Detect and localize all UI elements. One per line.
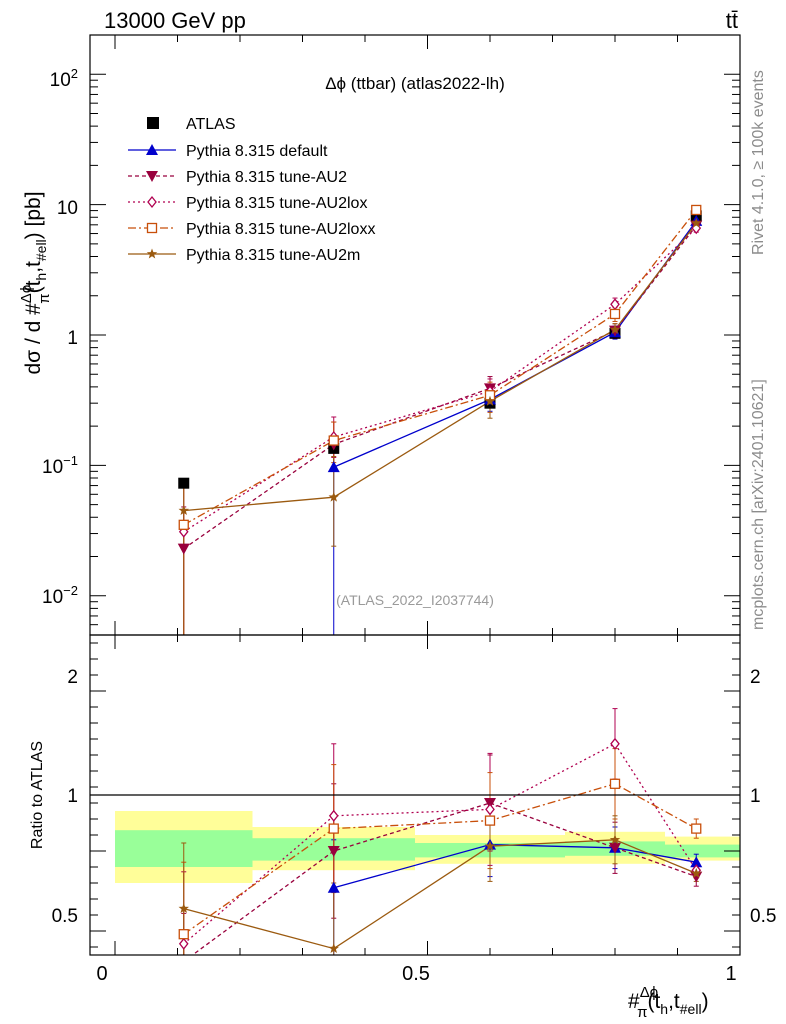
process-label: tt̄: [726, 8, 738, 33]
series-4-ratio-point-4: [691, 867, 702, 878]
series-4-main-point-3: [609, 324, 621, 335]
y-tick-label-1e-2: 10−2: [42, 583, 78, 608]
rivet-version-label: Rivet 4.1.0, ≥ 100k events: [750, 70, 767, 255]
atlas-point-0: [178, 477, 190, 489]
x-tick-label-1: 1: [725, 963, 736, 985]
series-3-ratio-point-0: [178, 929, 189, 940]
series-0-main-line: [333, 220, 697, 468]
series-0-main-point-0: [327, 461, 340, 473]
y-tick-label-1e2: 102: [50, 66, 78, 91]
series-4-ratio-point-1: [328, 943, 339, 954]
legend-label-4: Pythia 8.315 tune-AU2m: [186, 247, 360, 264]
x-tick-label-0: 0: [96, 963, 107, 985]
series-1-ratio-point-1: [327, 846, 340, 857]
legend-marker-3: [146, 222, 158, 234]
plot-title: Δϕ (ttbar) (atlas2022-lh): [325, 74, 505, 93]
analysis-label: (ATLAS_2022_I2037744): [336, 592, 494, 608]
legend-marker-1: [146, 171, 158, 182]
series-2-ratio-line: [183, 742, 697, 945]
series-4-main-point-1: [328, 491, 339, 502]
legend-label-0: Pythia 8.315 default: [186, 143, 328, 160]
series-2-ratio-point-2: [485, 803, 495, 816]
svg-text:#Δϕπ(th,t#ell): #Δϕ π(th,t#ell): [628, 984, 709, 1021]
legend: ATLAS Pythia 8.315 default Pythia 8.315 t…: [128, 116, 375, 264]
series-2-ratio-point-3: [610, 737, 620, 750]
series-1-main-line: [183, 225, 697, 550]
series-1-main-point-0: [177, 543, 190, 555]
ratio-uncertainty-bands: [115, 811, 740, 883]
ratio-tick-label-2: 2: [67, 667, 78, 688]
series-3-ratio-point-3: [609, 778, 621, 789]
series-4-ratio-point-2: [484, 840, 496, 851]
series-4-main-point-0: [178, 505, 189, 516]
ratio-tick-label-1: 1: [67, 786, 78, 807]
legend-label-3: Pythia 8.315 tune-AU2loxx: [186, 221, 375, 238]
svg-text:dσ / d #Δϕπ(th,t#ell) [pb]: dσ / d #Δϕπ(th,t#ell) [pb]: [18, 191, 53, 374]
series-3-ratio-point-4: [691, 823, 702, 834]
series-4-main-point-4: [691, 217, 702, 228]
legend-label-1: Pythia 8.315 tune-AU2: [186, 169, 347, 186]
ratio-tick-label-0-5: 0.5: [52, 906, 78, 927]
series-2-main-line: [183, 227, 697, 533]
series-3-main-line: [183, 209, 697, 526]
series-3-main-point-1: [328, 435, 339, 446]
series-4-ratio-point-3: [609, 834, 621, 845]
ratio-tick-label-right-2: 2: [750, 667, 761, 688]
ratio-axis-label: Ratio to ATLAS: [29, 741, 46, 849]
series-0-ratio-point-0: [327, 881, 340, 893]
series-1-ratio-point-4: [690, 871, 703, 883]
series-4-main-line: [183, 222, 697, 512]
series-3-main-point-3: [609, 308, 621, 320]
x-tick-label-0-5: 0.5: [402, 963, 430, 985]
data-markers: [177, 204, 703, 954]
legend-label-atlas: ATLAS: [186, 116, 236, 133]
legend-marker-atlas: [147, 117, 159, 129]
y-tick-label-1: 1: [67, 328, 78, 349]
legend-marker-2: [147, 195, 157, 209]
y-axis-label: dσ / d #Δϕπ(th,t#ell) [pb]: [18, 191, 53, 374]
legend-marker-4: [146, 248, 158, 259]
series-3-main-point-0: [178, 519, 189, 530]
collision-label: 13000 GeV pp: [104, 8, 246, 33]
x-axis-label: #Δϕ π(th,t#ell): [628, 984, 709, 1021]
series-3-main-point-4: [691, 204, 702, 216]
y-tick-label-10: 10: [57, 198, 78, 219]
series-2-ratio-point-1: [328, 809, 339, 822]
series-3-ratio-point-1: [328, 823, 339, 834]
series-0-ratio-line: [333, 843, 697, 889]
series-3-ratio-point-2: [484, 815, 496, 826]
series-4-ratio-point-0: [178, 903, 189, 914]
series-1-ratio-line: [191, 802, 697, 955]
y-tick-label-1e-1: 10−1: [42, 453, 78, 478]
ratio-tick-label-right-1: 1: [750, 786, 761, 807]
ratio-tick-label-right-0-5: 0.5: [750, 906, 776, 927]
series-1-ratio-point-3: [609, 842, 621, 854]
series-0-ratio-point-3: [690, 856, 703, 868]
series-2-ratio-point-0: [178, 937, 189, 950]
legend-marker-0: [146, 144, 158, 155]
axis-ticks: [90, 34, 741, 955]
series-4-main-point-2: [484, 395, 496, 406]
mcplots-label: mcplots.cern.ch [arXiv:2401.10621]: [750, 379, 767, 630]
legend-label-2: Pythia 8.315 tune-AU2lox: [186, 195, 367, 212]
ratio-band-inner-4: [665, 844, 740, 858]
